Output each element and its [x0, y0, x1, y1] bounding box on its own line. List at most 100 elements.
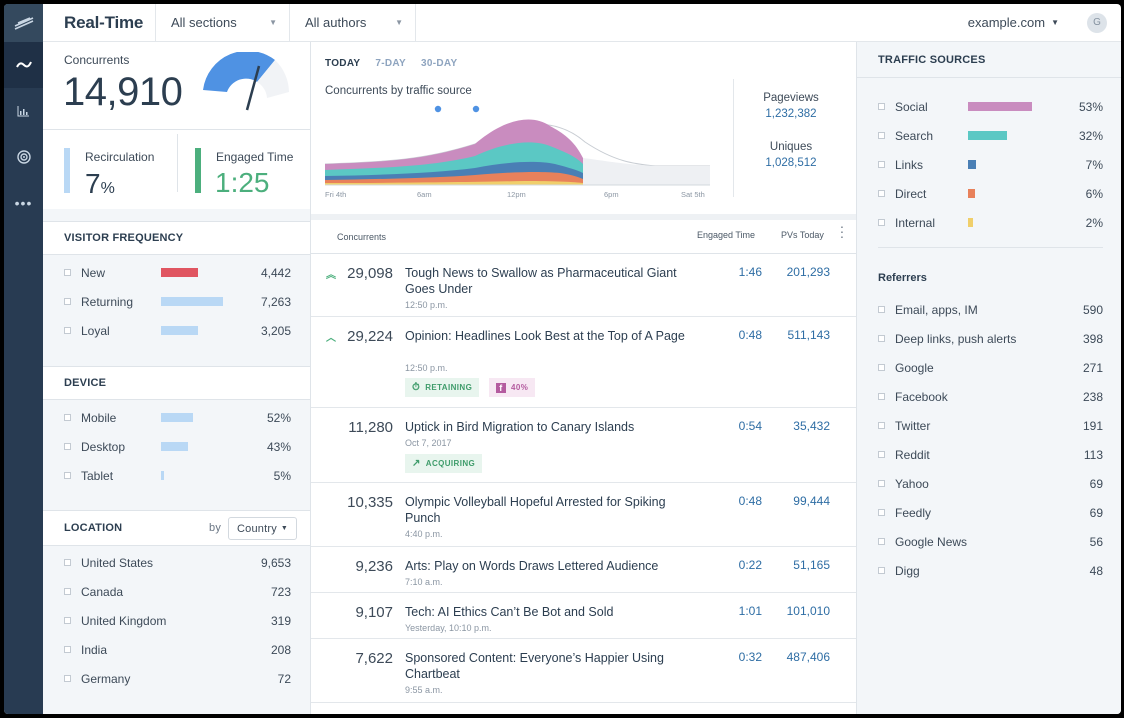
location-row[interactable]: United States 9,653 [43, 548, 310, 577]
article-row[interactable]: ︿ 29,224 Opinion: Headlines Look Best at t… [311, 317, 856, 408]
location-by-dropdown[interactable]: Country ▼ [228, 517, 297, 540]
stat-row[interactable]: Mobile 52% [43, 403, 310, 432]
location-row[interactable]: India 208 [43, 635, 310, 664]
checkbox[interactable] [878, 451, 885, 458]
authors-dropdown[interactable]: All authors ▼ [289, 4, 416, 42]
location-value: 319 [270, 613, 291, 628]
referrer-row[interactable]: Yahoo 69 [878, 469, 1103, 498]
referrer-row[interactable]: Reddit 113 [878, 440, 1103, 469]
traffic-source-row[interactable]: Internal 2% [878, 208, 1103, 237]
traffic-source-row[interactable]: Search 32% [878, 121, 1103, 150]
checkbox[interactable] [878, 190, 885, 197]
checkbox[interactable] [64, 443, 71, 450]
article-headline[interactable]: Arts: Play on Words Draws Lettered Audie… [405, 559, 659, 573]
avatar[interactable]: G [1087, 12, 1107, 33]
checkbox[interactable] [878, 480, 885, 487]
stat-row[interactable]: Tablet 5% [43, 461, 310, 490]
checkbox[interactable] [64, 414, 71, 421]
column-header-concurrents[interactable]: Concurrents [337, 232, 387, 242]
column-header-engaged-time[interactable]: Engaged Time [697, 230, 756, 240]
tab-today[interactable]: TODAY [325, 58, 361, 69]
checkbox[interactable] [878, 509, 885, 516]
article-headline[interactable]: Sponsored Content: Everyone’s Happier Us… [405, 651, 664, 681]
column-header-pvs-today[interactable]: PVs Today [781, 230, 824, 240]
referrer-row[interactable]: Twitter 191 [878, 411, 1103, 440]
domain-selector[interactable]: example.com ▼ G [968, 12, 1121, 33]
checkbox[interactable] [64, 617, 71, 624]
stat-row[interactable]: Desktop 43% [43, 432, 310, 461]
more-icon[interactable]: ••• [14, 195, 33, 211]
article-headline[interactable]: Tech: AI Ethics Can’t Be Bot and Sold [405, 605, 614, 619]
checkbox[interactable] [878, 393, 885, 400]
checkbox[interactable] [64, 298, 71, 305]
area-internal [325, 181, 583, 185]
referrer-row[interactable]: Deep links, push alerts 398 [878, 324, 1103, 353]
bar-chart-icon[interactable] [4, 88, 43, 134]
checkbox[interactable] [64, 646, 71, 653]
stat-row[interactable]: Returning 7,263 [43, 287, 310, 316]
marker-dot [472, 105, 480, 113]
article-row[interactable]: 7,622 Sponsored Content: Everyone’s Happi… [311, 639, 856, 703]
checkbox[interactable] [64, 327, 71, 334]
checkbox[interactable] [64, 472, 71, 479]
checkbox[interactable] [878, 538, 885, 545]
article-row[interactable]: 9,107 Tech: AI Ethics Can’t Be Bot and So… [311, 593, 856, 639]
chartbeat-logo-icon[interactable] [4, 4, 43, 42]
checkbox[interactable] [878, 567, 885, 574]
checkbox[interactable] [878, 219, 885, 226]
checkbox[interactable] [64, 675, 71, 682]
stat-bar [161, 442, 188, 451]
target-icon[interactable] [4, 134, 43, 180]
article-row[interactable]: 11,280 Uptick in Bird Migration to Canary… [311, 408, 856, 483]
checkbox[interactable] [64, 269, 71, 276]
article-concurrents: 29,098 [347, 265, 393, 282]
article-row[interactable]: 9,236 Arts: Play on Words Draws Lettered … [311, 547, 856, 593]
chart-title: Concurrents by traffic source [325, 85, 472, 97]
stat-label: Tablet [81, 468, 114, 483]
article-headline[interactable]: Opinion: Headlines Look Best at the Top … [405, 329, 685, 343]
referrer-row[interactable]: Digg 48 [878, 556, 1103, 585]
location-row[interactable]: Germany 72 [43, 664, 310, 693]
article-pageviews: 35,432 [793, 419, 830, 433]
checkbox[interactable] [878, 306, 885, 313]
traffic-source-bar [968, 131, 1007, 140]
referrer-row[interactable]: Feedly 69 [878, 498, 1103, 527]
checkbox[interactable] [878, 103, 885, 110]
divider [177, 134, 178, 192]
referrer-row[interactable]: Google 271 [878, 353, 1103, 382]
sections-dropdown[interactable]: All sections ▼ [155, 4, 289, 42]
checkbox[interactable] [878, 132, 885, 139]
checkbox[interactable] [878, 422, 885, 429]
realtime-icon[interactable] [4, 42, 43, 88]
referrer-row[interactable]: Facebook 238 [878, 382, 1103, 411]
traffic-source-row[interactable]: Direct 6% [878, 179, 1103, 208]
checkbox[interactable] [878, 364, 885, 371]
more-vertical-icon[interactable]: · · · [839, 218, 845, 244]
article-pageviews: 51,165 [793, 558, 830, 572]
referrer-row[interactable]: Email, apps, IM 590 [878, 295, 1103, 324]
article-row[interactable]: ︽ 29,098 Tough News to Swallow as Pharmace… [311, 254, 856, 317]
article-row[interactable]: 10,335 Olympic Volleyball Hopeful Arreste… [311, 483, 856, 547]
referrer-label: Deep links, push alerts [895, 331, 1017, 346]
checkbox[interactable] [64, 588, 71, 595]
article-headline[interactable]: Tough News to Swallow as Pharmaceutical … [405, 266, 677, 296]
referrer-label: Feedly [895, 505, 932, 520]
checkbox[interactable] [64, 559, 71, 566]
location-row[interactable]: Canada 723 [43, 577, 310, 606]
checkbox[interactable] [878, 161, 885, 168]
stat-label: Mobile [81, 410, 117, 425]
article-headline[interactable]: Uptick in Bird Migration to Canary Islan… [405, 420, 635, 434]
article-concurrents: 7,622 [355, 650, 393, 667]
traffic-source-row[interactable]: Links 7% [878, 150, 1103, 179]
location-value: 9,653 [260, 555, 291, 570]
location-row[interactable]: United Kingdom 319 [43, 606, 310, 635]
article-pageviews: 101,010 [786, 604, 830, 618]
tab-7-day[interactable]: 7-DAY [375, 58, 406, 69]
article-headline[interactable]: Olympic Volleyball Hopeful Arrested for … [405, 495, 666, 525]
referrer-row[interactable]: Google News 56 [878, 527, 1103, 556]
checkbox[interactable] [878, 335, 885, 342]
traffic-source-row[interactable]: Social 53% [878, 92, 1103, 121]
tab-30-day[interactable]: 30-DAY [421, 58, 458, 69]
stat-row[interactable]: Loyal 3,205 [43, 316, 310, 345]
stat-row[interactable]: New 4,442 [43, 258, 310, 287]
